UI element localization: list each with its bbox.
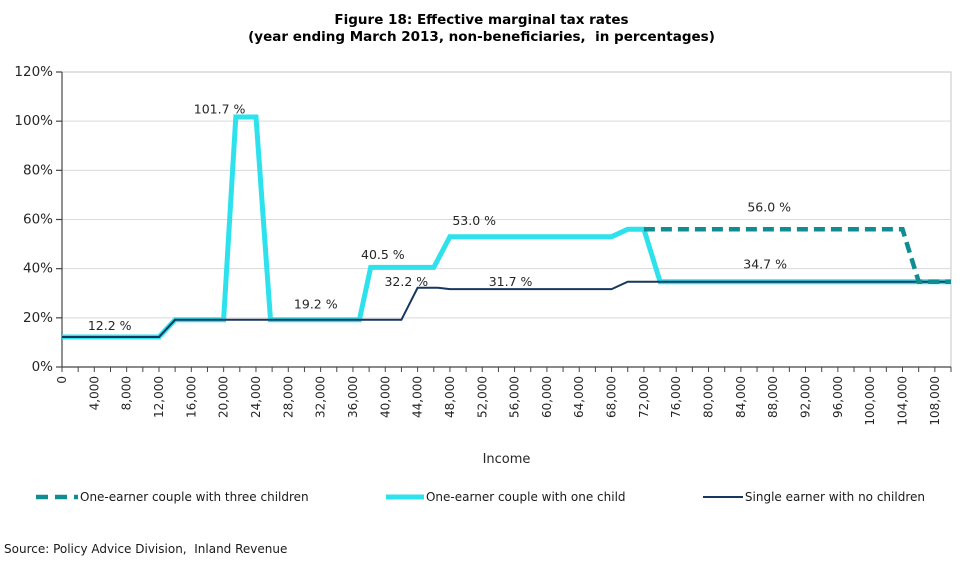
x-axis-tick-label: 80,000 (702, 376, 716, 418)
y-axis-tick-label: 100% (14, 113, 53, 129)
x-axis-tick-label: 36,000 (346, 376, 360, 418)
chart-title-block: Figure 18: Effective marginal tax rates … (0, 12, 963, 46)
x-axis-tick-label: 84,000 (734, 376, 748, 418)
x-axis-tick-label: 4,000 (87, 376, 101, 410)
x-axis-tick-label: 104,000 (896, 376, 910, 426)
x-axis-tick-label: 76,000 (669, 376, 683, 418)
data-label: 56.0 % (747, 199, 791, 214)
y-axis-tick-label: 20% (23, 310, 53, 326)
chart-subtitle: (year ending March 2013, non-beneficiari… (248, 29, 715, 45)
y-axis-tick-label: 80% (23, 162, 53, 178)
legend-label-one-child: One-earner couple with one child (425, 490, 626, 504)
legend: One-earner couple with three children On… (35, 490, 925, 504)
x-axis-tick-label: 64,000 (572, 376, 586, 418)
source-note: Source: Policy Advice Division, Inland R… (4, 542, 288, 556)
x-axis-tick-label: 68,000 (605, 376, 619, 418)
legend-dashed-line-sample (36, 494, 78, 500)
data-label: 53.0 % (452, 213, 496, 228)
legend-item-three-children: One-earner couple with three children (35, 490, 309, 504)
series-line-three-children (643, 227, 951, 284)
data-label: 12.2 % (88, 318, 132, 333)
plot-area: 0% 20% 40% 60% 80% 100% 120% 0 4,000 8,000 12,000 1… (14, 64, 952, 426)
x-axis-tick-label: 16,000 (184, 376, 198, 418)
data-label: 32.2 % (384, 274, 428, 289)
y-axis-tick-label: 40% (23, 261, 53, 277)
x-axis-tick-label: 32,000 (314, 376, 328, 418)
data-label: 34.7 % (743, 257, 787, 272)
legend-label-no-children: Single earner with no children (744, 490, 925, 504)
x-axis-tick-label: 48,000 (443, 376, 457, 418)
y-axis-tick-label: 120% (14, 64, 53, 80)
series-line-one-child (62, 114, 951, 340)
y-axis-tick-label: 0% (32, 359, 54, 375)
x-axis-tick-label: 12,000 (152, 376, 166, 418)
y-axis-tick-label: 60% (23, 212, 53, 228)
x-axis-tick-label: 100,000 (863, 376, 877, 426)
x-axis-tick-label: 0 (55, 376, 69, 384)
legend-solid-thin-line-sample (702, 496, 743, 498)
x-axis-tick-label: 72,000 (637, 376, 651, 418)
chart-title: Figure 18: Effective marginal tax rates (334, 12, 629, 28)
x-axis-tick-label: 8,000 (120, 376, 134, 410)
x-axis-tick-label: 24,000 (249, 376, 263, 418)
data-label: 40.5 % (361, 247, 405, 262)
x-axis-tick-label: 88,000 (766, 376, 780, 418)
series-line-no-children (62, 280, 951, 338)
x-axis-tick-label: 40,000 (378, 376, 392, 418)
x-axis-tick-label: 92,000 (799, 376, 813, 418)
x-axis-title: Income (482, 452, 531, 467)
x-axis-tick-label: 52,000 (475, 376, 489, 418)
legend-label-three-children: One-earner couple with three children (80, 490, 309, 504)
x-axis-tick-label: 28,000 (281, 376, 295, 418)
legend-item-no-children: Single earner with no children (702, 490, 925, 504)
legend-solid-thick-line-sample (385, 494, 424, 500)
data-label: 31.7 % (489, 274, 533, 289)
x-axis-tick-label: 20,000 (217, 376, 231, 418)
x-axis-tick-label: 60,000 (540, 376, 554, 418)
legend-item-one-child: One-earner couple with one child (385, 490, 626, 504)
data-label: 19.2 % (294, 297, 338, 312)
x-axis-tick-label: 108,000 (928, 376, 942, 426)
data-label: 101.7 % (194, 101, 246, 116)
x-axis-tick-label: 96,000 (831, 376, 845, 418)
x-axis-tick-label: 44,000 (411, 376, 425, 418)
x-axis-tick-label: 56,000 (508, 376, 522, 418)
